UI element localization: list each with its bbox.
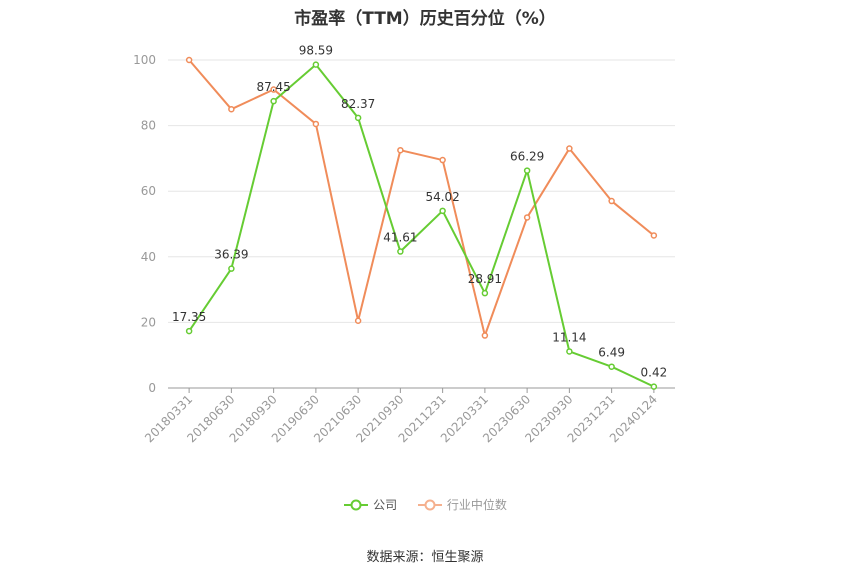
chart-title: 市盈率（TTM）历史百分位（%） xyxy=(294,9,556,29)
series-line-0 xyxy=(188,63,655,388)
y-tick-label: 40 xyxy=(141,250,156,264)
data-point xyxy=(523,214,531,221)
legend-item-company[interactable]: 公司 xyxy=(343,496,397,513)
data-point xyxy=(481,332,489,339)
data-label: 87.45 xyxy=(256,80,290,94)
data-point xyxy=(608,363,615,370)
data-point xyxy=(523,167,531,174)
data-point xyxy=(566,145,573,152)
y-tick-label: 20 xyxy=(141,315,156,329)
y-tick-label: 0 xyxy=(148,381,156,395)
data-label: 28.91 xyxy=(468,272,502,286)
data-point xyxy=(270,86,277,93)
data-point xyxy=(228,265,235,272)
data-label: 11.14 xyxy=(552,330,586,344)
legend-item-industry-median[interactable]: 行业中位数 xyxy=(417,496,507,513)
data-point xyxy=(354,317,362,325)
legend-label-company: 公司 xyxy=(373,498,398,512)
chart-plot: 0204060801002018033120180630201809302019… xyxy=(133,44,675,445)
data-label: 6.49 xyxy=(598,346,625,360)
legend-label-industry-median: 行业中位数 xyxy=(446,498,507,512)
legend-line-icon xyxy=(344,499,369,510)
data-label-layer: 17.35 36.39 87.45 98.59 82.37 41.61 54.02 28.91… xyxy=(172,44,667,380)
data-label: 0.42 xyxy=(641,366,668,380)
data-label: 98.59 xyxy=(299,44,333,58)
legend: 公司 行业中位数 xyxy=(0,496,850,514)
data-label: 17.35 xyxy=(172,310,206,324)
data-point xyxy=(312,61,320,68)
data-point xyxy=(397,248,404,255)
y-tick-label: 60 xyxy=(141,184,156,198)
y-tick-label: 80 xyxy=(141,119,156,133)
series-layer xyxy=(185,56,658,390)
data-label: 54.02 xyxy=(425,190,459,204)
data-label: 41.61 xyxy=(383,231,417,245)
data-point xyxy=(185,327,193,335)
source-note: 数据来源：恒生聚源 xyxy=(366,550,484,565)
data-point xyxy=(650,232,658,239)
series-line-1 xyxy=(188,59,655,337)
data-point xyxy=(312,120,320,128)
data-point xyxy=(481,289,489,297)
data-point xyxy=(650,383,658,390)
grid-layer xyxy=(168,59,675,323)
y-tick-label: 100 xyxy=(133,53,156,67)
data-label: 66.29 xyxy=(510,150,544,164)
data-label: 36.39 xyxy=(214,248,248,262)
data-point xyxy=(439,207,446,215)
legend-line-icon xyxy=(417,499,442,510)
data-point xyxy=(270,97,277,105)
data-point xyxy=(397,146,404,154)
data-point xyxy=(185,56,193,64)
data-point xyxy=(354,114,362,122)
data-point xyxy=(439,156,446,164)
data-label: 82.37 xyxy=(341,97,375,111)
data-point xyxy=(566,348,573,355)
data-point xyxy=(608,197,615,205)
data-point xyxy=(228,105,235,113)
